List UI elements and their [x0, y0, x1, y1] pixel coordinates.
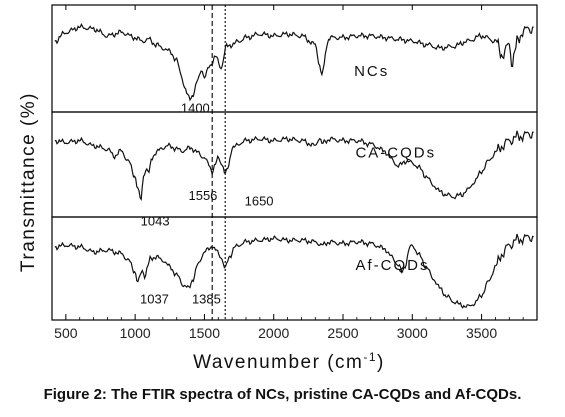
figure-caption: Figure 2: The FTIR spectra of NCs, prist… — [43, 386, 522, 403]
series-line-CA-CQDs — [54, 130, 534, 201]
x-tick-label-500: 500 — [54, 325, 78, 341]
peak-label-1400: 1400 — [181, 100, 210, 115]
ftir-chart: NCs CA-CQDs Af-CQDs 1400 1043 1556 1650 1037 138… — [18, 4, 538, 373]
x-tick-label-2000: 2000 — [258, 325, 289, 341]
series-label-CA-CQDs: CA-CQDs — [355, 145, 436, 162]
series-label-NCs: NCs — [354, 63, 389, 80]
x-axis-label: Wavenumber (cm-1) — [193, 350, 385, 373]
peak-label-1037: 1037 — [140, 291, 169, 306]
series-label-Af-CQDs: Af-CQDs — [355, 257, 429, 274]
spectrum-annotations: NCs CA-CQDs Af-CQDs 1400 1043 1556 1650 1037 138… — [140, 63, 436, 306]
x-tick-label-2500: 2500 — [327, 325, 358, 341]
x-axis-label-suffix: ) — [377, 352, 385, 373]
x-axis-label-main: Wavenumber (cm — [193, 352, 363, 373]
panel-frame-1 — [51, 111, 538, 218]
x-tick-label-1500: 1500 — [189, 325, 220, 341]
y-axis-label: Transmittance (%) — [18, 92, 39, 272]
peak-label-1650: 1650 — [245, 193, 274, 208]
x-tick-label-1000: 1000 — [120, 325, 151, 341]
peak-label-1043: 1043 — [141, 214, 170, 229]
x-tick-label-3000: 3000 — [397, 325, 428, 341]
spectra-series — [54, 23, 534, 309]
peak-label-1385: 1385 — [192, 291, 221, 306]
series-line-Af-CQDs — [54, 233, 534, 309]
series-line-NCs — [54, 23, 534, 102]
peak-label-1556: 1556 — [188, 188, 217, 203]
panel-frame-0 — [51, 4, 538, 113]
panel-frames — [51, 4, 538, 321]
reference-lines — [211, 5, 226, 320]
panel-frame-2 — [51, 216, 538, 321]
x-axis: 500 1000 1500 2000 2500 3000 3500 — [54, 5, 524, 341]
x-tick-label-3500: 3500 — [466, 325, 497, 341]
x-axis-label-superscript: -1 — [363, 350, 377, 364]
